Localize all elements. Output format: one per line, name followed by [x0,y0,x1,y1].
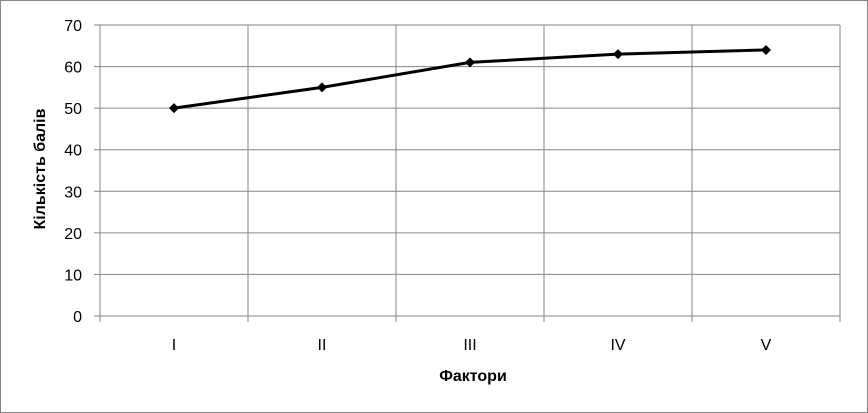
y-tick-label: 50 [64,101,82,118]
y-axis-title: Кількість балів [32,108,49,229]
y-tick-label: 40 [64,143,82,160]
y-tick-label: 0 [73,309,82,326]
data-point-marker [613,49,623,60]
x-tick-label: III [463,337,476,354]
y-tick-label: 30 [64,184,82,201]
data-point-marker [761,44,771,55]
x-tick-label: V [761,337,772,354]
y-tick-label: 60 [64,60,82,77]
grid [94,24,841,322]
x-tick-label: I [172,337,176,354]
x-tick-label: IV [610,337,625,354]
data-point-marker [317,82,327,93]
y-tick-label: 70 [64,18,82,35]
data-point-marker [465,57,475,68]
y-tick-label: 10 [64,267,82,284]
x-axis-title: Фактори [439,368,507,385]
x-tick-label: II [318,337,327,354]
series [169,44,771,114]
data-point-marker [169,103,179,114]
y-tick-label: 20 [64,226,82,243]
